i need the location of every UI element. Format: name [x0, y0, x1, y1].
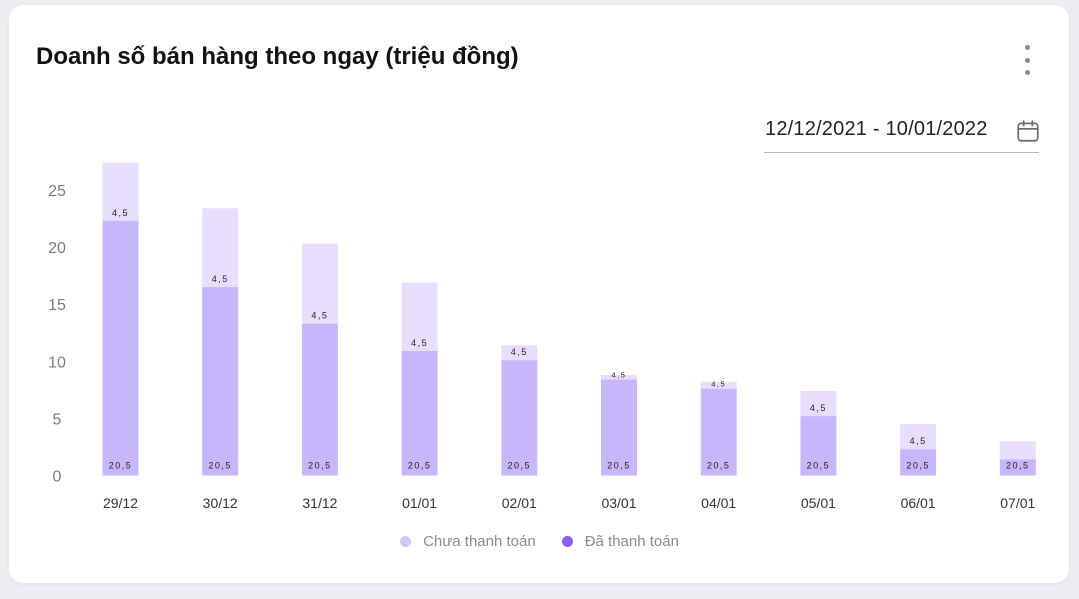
data-label-unpaid: 4,5 — [810, 403, 827, 413]
bar-segment-paid — [501, 360, 538, 476]
bar-segment-paid — [800, 416, 837, 476]
data-label-paid: 20,5 — [308, 461, 332, 471]
data-label-paid: 20,5 — [109, 461, 133, 471]
x-tick-label: 30/12 — [203, 495, 238, 511]
bar-segment-unpaid — [202, 208, 239, 288]
bar-segment-unpaid — [301, 243, 338, 324]
data-label-paid: 20,5 — [607, 461, 631, 471]
data-label-unpaid: 4,5 — [411, 338, 428, 348]
bar-segment-paid — [401, 351, 438, 476]
y-tick-label: 0 — [53, 469, 62, 486]
bar-segment-unpaid — [700, 381, 737, 389]
bar-segment-unpaid — [601, 375, 637, 380]
legend-item-unpaid[interactable]: Chưa thanh toán — [400, 533, 536, 550]
data-label-unpaid: 4,5 — [212, 274, 229, 284]
legend-label-paid: Đã thanh toán — [584, 533, 679, 550]
x-tick-label: 04/01 — [701, 495, 736, 511]
data-label-paid: 20,5 — [707, 461, 731, 471]
data-label-paid: 20,5 — [208, 461, 232, 471]
legend-item-paid[interactable]: Đã thanh toán — [561, 533, 679, 550]
y-tick-label: 15 — [48, 297, 66, 314]
x-tick-label: 01/01 — [402, 495, 437, 511]
data-label-unpaid: 4,5 — [311, 311, 328, 321]
x-tick-label: 07/01 — [1000, 495, 1035, 511]
x-tick-label: 31/12 — [302, 495, 337, 511]
x-tick-label: 02/01 — [502, 495, 537, 511]
data-label-unpaid: 4,5 — [112, 208, 129, 218]
bar-segment-paid — [601, 379, 637, 476]
bar-segment-paid — [900, 449, 937, 476]
x-tick-label: 06/01 — [901, 495, 936, 511]
data-label-paid: 20,5 — [508, 461, 532, 471]
bar-segment-unpaid — [800, 390, 837, 417]
data-label-unpaid: 4,5 — [910, 436, 927, 446]
chart-legend: Chưa thanh toán Đã thanh toán — [0, 533, 1079, 550]
bar-segment-paid — [102, 220, 139, 476]
data-label-unpaid: 4,5 — [511, 347, 528, 357]
legend-label-unpaid: Chưa thanh toán — [423, 533, 536, 550]
bar-segment-unpaid — [900, 424, 937, 450]
bar-segment-unpaid — [501, 345, 538, 361]
data-label-paid: 20,5 — [807, 461, 831, 471]
bar-segment-paid — [999, 459, 1036, 476]
legend-dot-unpaid — [400, 536, 412, 547]
y-tick-label: 10 — [48, 354, 66, 371]
data-label-paid: 20,5 — [408, 461, 432, 471]
y-tick-label: 20 — [48, 240, 66, 257]
date-range-value: 12/12/2021 - 10/01/2022 — [765, 118, 988, 140]
y-tick-label: 25 — [48, 183, 66, 200]
x-tick-label: 03/01 — [601, 495, 636, 511]
data-label-paid: 20,5 — [1006, 461, 1030, 471]
data-label-paid: 20,5 — [906, 461, 930, 471]
bar-segment-unpaid — [102, 162, 139, 221]
chart-title: Doanh số bán hàng theo ngay (triệu đồng) — [36, 43, 519, 70]
bar-segment-paid — [700, 388, 737, 476]
more-vertical-icon[interactable] — [1017, 45, 1037, 75]
x-tick-label: 29/12 — [103, 495, 138, 511]
calendar-icon[interactable] — [1015, 118, 1041, 144]
bar-segment-unpaid — [401, 282, 438, 352]
data-label-unpaid: 4,5 — [612, 371, 627, 380]
bar-segment-paid — [301, 323, 338, 476]
data-label-unpaid: 4,5 — [711, 380, 726, 389]
legend-dot-paid — [561, 536, 573, 547]
bar-segment-unpaid — [999, 441, 1036, 460]
bar-segment-paid — [202, 287, 239, 476]
chart-card: Doanh số bán hàng theo ngay (triệu đồng)… — [9, 5, 1069, 583]
date-range-picker[interactable]: 12/12/2021 - 10/01/2022 — [764, 116, 1039, 153]
x-tick-label: 05/01 — [801, 495, 836, 511]
y-tick-label: 5 — [53, 411, 62, 428]
